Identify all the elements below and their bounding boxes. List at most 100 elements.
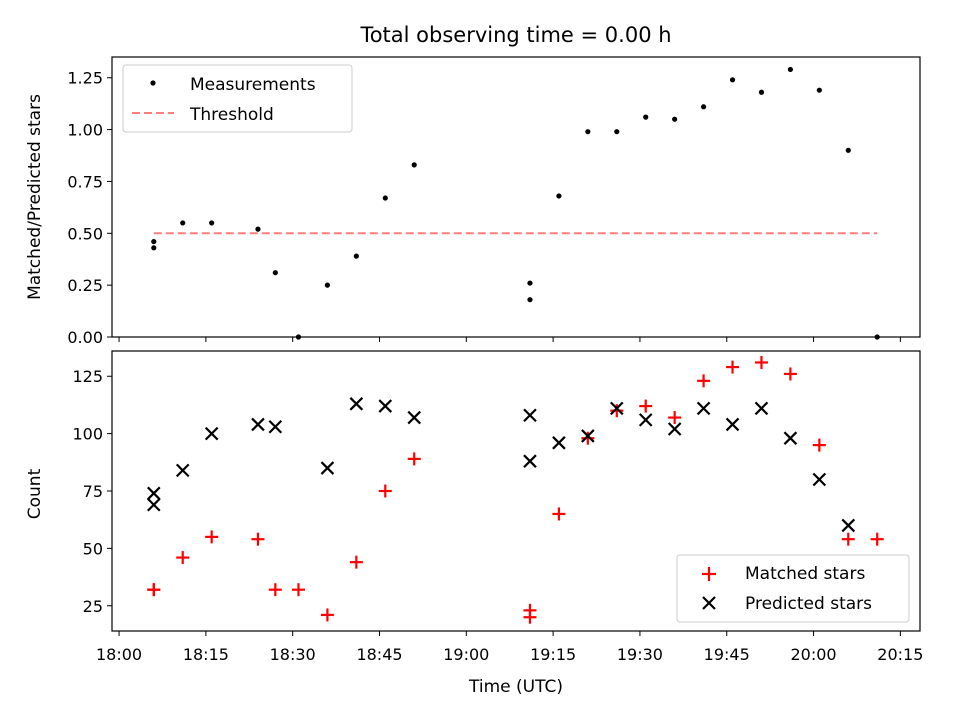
matched-stars-point [349, 555, 363, 569]
matched-stars-point [268, 583, 282, 597]
matched-stars-point [610, 404, 624, 418]
measurements-point [672, 116, 678, 122]
predicted-stars-point [407, 410, 421, 425]
matched-stars-point [523, 610, 537, 624]
matched-stars-point [205, 530, 219, 544]
predicted-stars-point [147, 486, 161, 501]
matched-stars-point [697, 374, 711, 388]
measurements-point [151, 238, 157, 245]
predicted-stars-point [523, 408, 537, 423]
predicted-stars-point [638, 413, 653, 427]
measurements-point [845, 147, 851, 153]
bottom-panel: 25 50 75 100 125 18:00 18:15 18:30 18:45 19:00 19… [25, 350, 923, 697]
measurements-point [816, 87, 822, 93]
y-tick-label: 0.50 [67, 224, 103, 243]
matched-stars-point [726, 360, 740, 374]
matched-stars-point [754, 355, 768, 369]
y-tick-label: 0.00 [67, 328, 103, 347]
legend-predicted-label: Predicted stars [745, 594, 872, 614]
x-tick-label: 19:30 [617, 645, 663, 664]
measurements-point [353, 253, 359, 259]
top-panel-frame [111, 56, 921, 338]
measurements-point [411, 162, 417, 168]
predicted-stars-point [667, 422, 682, 436]
y-tick-label: 75 [83, 482, 103, 501]
x-tick-label: 19:15 [530, 645, 576, 664]
y-tick-label: 1.00 [67, 121, 103, 140]
predicted-stars-point [378, 399, 393, 413]
predicted-stars-point [204, 426, 219, 441]
predicted-stars-point [268, 419, 283, 434]
x-tick-label: 18:45 [356, 645, 402, 664]
matched-stars-point [552, 507, 566, 521]
matched-stars-point [291, 583, 305, 597]
measurements-point [255, 226, 261, 232]
measurements-point [272, 270, 278, 276]
measurements-point [643, 114, 649, 120]
matched-stars-point [176, 551, 190, 565]
measurements-point [585, 129, 591, 135]
measurements-point [787, 66, 794, 73]
bottom-panel-y-label: Count [25, 468, 45, 519]
bottom-panel-y-axis: 25 50 75 100 125 [72, 367, 112, 616]
measurements-point [556, 193, 562, 199]
y-tick-label: 125 [72, 367, 103, 386]
predicted-stars-point [251, 417, 265, 432]
predicted-stars-point [175, 463, 190, 478]
measurements-point [614, 129, 620, 135]
measurements-point [324, 282, 331, 288]
matched-stars-point [870, 532, 884, 546]
x-tick-label: 18:00 [96, 645, 142, 664]
predicted-stars-point [147, 497, 161, 512]
legend-measurements-marker [150, 80, 156, 86]
matched-stars-point [407, 452, 421, 466]
measurements-point [527, 297, 533, 303]
measurements-point [729, 77, 736, 83]
x-tick-label: 18:30 [270, 645, 316, 664]
top-panel-marks [151, 66, 880, 340]
y-tick-label: 0.25 [67, 276, 103, 295]
legend-predicted-marker [702, 596, 716, 610]
legend-matched-marker [702, 567, 716, 581]
matched-stars-point [378, 484, 392, 498]
measurements-point [700, 104, 707, 110]
top-panel-legend: Measurements Threshold [122, 64, 353, 133]
measurements-point [180, 220, 186, 226]
y-tick-label: 1.25 [67, 69, 103, 88]
predicted-stars-point [696, 401, 711, 416]
top-panel-legend-box [122, 64, 353, 133]
top-panel-x-ticks [118, 337, 901, 342]
measurements-point [382, 195, 388, 201]
top-panel-y-label: Matched/Predicted stars [25, 94, 45, 300]
matched-stars-point [581, 431, 595, 445]
predicted-stars-point [812, 472, 827, 487]
x-axis-label: Time (UTC) [468, 677, 563, 697]
chart-title: Total observing time = 0.00 h [359, 23, 671, 47]
matched-stars-point [668, 411, 682, 425]
top-panel-y-axis: 0.00 0.25 0.50 0.75 1.00 1.25 [67, 69, 112, 347]
legend-measurements-label: Measurements [190, 75, 316, 95]
predicted-stars-point [754, 401, 769, 416]
y-tick-label: 25 [83, 597, 103, 616]
bottom-panel-marks [147, 355, 884, 624]
top-panel: 0.00 0.25 0.50 0.75 1.00 1.25 Matched/Predict… [25, 56, 921, 347]
x-tick-label: 19:45 [704, 645, 750, 664]
predicted-stars-point [523, 454, 537, 468]
predicted-stars-point [783, 431, 798, 445]
matched-stars-point [841, 532, 855, 546]
measurements-point [209, 220, 215, 226]
x-tick-label: 19:00 [443, 645, 489, 664]
predicted-stars-point [320, 461, 335, 475]
matched-stars-point [639, 399, 653, 413]
measurements-point [151, 245, 157, 251]
measurements-point [527, 280, 533, 286]
predicted-stars-point [841, 518, 856, 533]
bottom-panel-legend-box [676, 554, 910, 623]
y-tick-label: 100 [72, 425, 103, 444]
matched-stars-point [812, 438, 826, 452]
matched-stars-point [147, 583, 161, 597]
legend-matched-label: Matched stars [745, 564, 865, 584]
matched-stars-point [783, 367, 797, 381]
matched-stars-point [320, 608, 334, 622]
